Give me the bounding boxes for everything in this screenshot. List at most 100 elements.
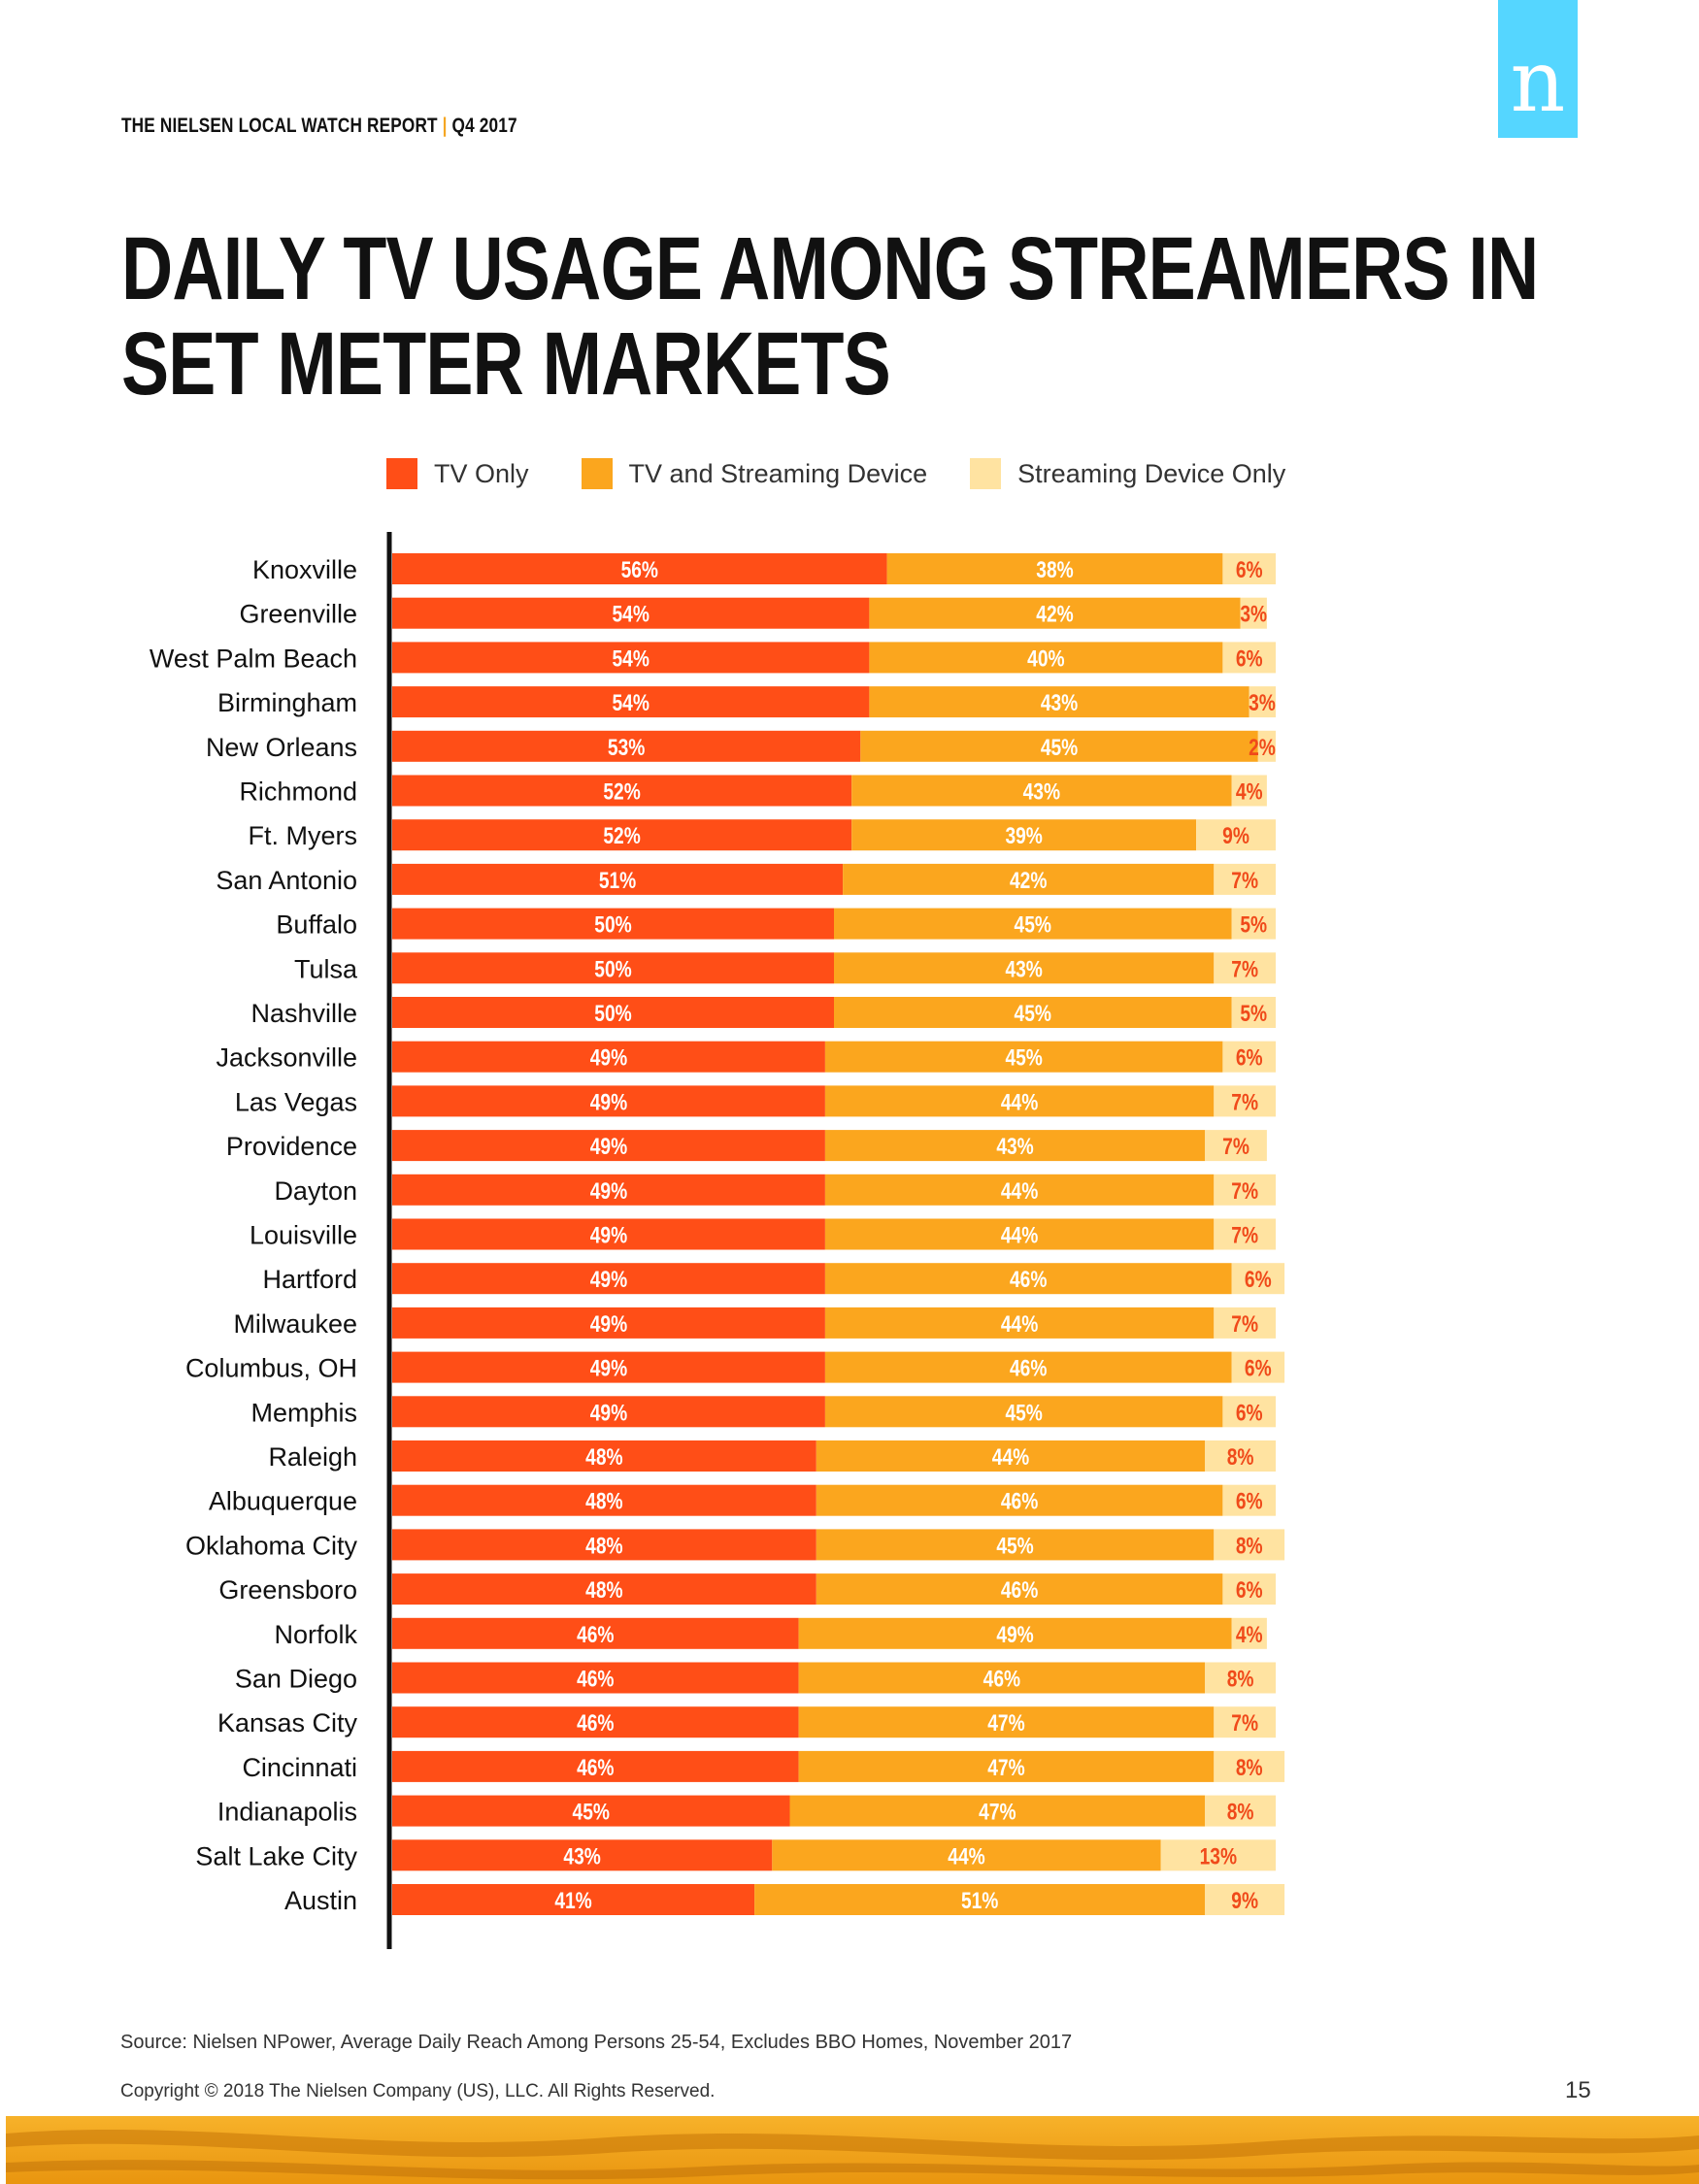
data-label: 44%: [1001, 1310, 1038, 1338]
data-label: 7%: [1222, 1133, 1249, 1160]
data-label: 49%: [590, 1044, 627, 1072]
bar-segment: [824, 1085, 1215, 1117]
bar-segment: [816, 1440, 1206, 1472]
data-label: 45%: [1005, 1044, 1042, 1072]
header-separator: |: [442, 115, 448, 137]
data-label: 6%: [1245, 1266, 1272, 1293]
data-label: 50%: [594, 1000, 631, 1027]
bar-segment: [1214, 1218, 1276, 1250]
category-label: Albuquerque: [209, 1487, 357, 1516]
bar-segment: [843, 863, 1215, 895]
data-label: 5%: [1240, 1000, 1267, 1027]
data-label: 49%: [590, 1221, 627, 1248]
category-label: Norfolk: [274, 1620, 357, 1649]
category-label: San Antonio: [216, 866, 357, 895]
bar-segment: [869, 686, 1249, 718]
data-label: 6%: [1236, 645, 1263, 672]
data-label: 46%: [1010, 1266, 1047, 1293]
legend-label-tv-and-streaming: TV and Streaming Device: [628, 458, 928, 488]
report-name: THE NIELSEN LOCAL WATCH REPORT: [121, 115, 438, 137]
data-label: 4%: [1236, 778, 1263, 805]
data-label: 6%: [1245, 1355, 1272, 1382]
bar-segment: [1222, 1396, 1276, 1428]
bar-segment: [392, 1839, 773, 1871]
bar-segment: [824, 1174, 1215, 1206]
data-label: 46%: [1001, 1576, 1038, 1604]
data-label: 7%: [1231, 1709, 1258, 1737]
legend-item-tv-and-streaming: TV and Streaming Device: [581, 458, 928, 489]
bar-segment: [1214, 1174, 1276, 1206]
category-label: West Palm Beach: [150, 644, 357, 673]
chart-legend: TV Only TV and Streaming Device Streamin…: [386, 458, 1330, 489]
bar-segment: [789, 1795, 1206, 1827]
category-label: Ft. Myers: [249, 821, 358, 850]
bar-segment: [1205, 1884, 1285, 1915]
data-label: 46%: [1001, 1488, 1038, 1515]
data-label: 43%: [563, 1842, 600, 1870]
bar-segment: [392, 1573, 816, 1605]
bar-segment: [1205, 1440, 1276, 1472]
category-label: San Diego: [235, 1665, 357, 1694]
bar-segment: [798, 1662, 1206, 1694]
bar-segment: [1222, 1041, 1276, 1073]
bar-segment: [798, 1706, 1215, 1738]
data-label: 2%: [1249, 734, 1276, 761]
bar-segment: [1222, 1573, 1276, 1605]
data-label: 49%: [590, 1399, 627, 1426]
bar-segment: [392, 642, 870, 674]
bar-segment: [851, 775, 1232, 807]
bar-segment: [1231, 1263, 1285, 1295]
category-label: Greensboro: [218, 1575, 357, 1605]
data-label: 46%: [577, 1754, 614, 1781]
data-label: 13%: [1200, 1842, 1237, 1870]
bar-segment: [1214, 863, 1276, 895]
bar-segment: [392, 775, 852, 807]
bar-segment: [392, 1174, 825, 1206]
source-note: Source: Nielsen NPower, Average Daily Re…: [120, 2032, 1073, 2053]
data-label: 44%: [948, 1842, 984, 1870]
legend-swatch-tv-only: [386, 458, 417, 489]
bar-segment: [798, 1617, 1232, 1649]
bar-segment: [1205, 1795, 1276, 1827]
data-label: 4%: [1236, 1621, 1263, 1648]
data-label: 52%: [603, 778, 640, 805]
bar-segment: [392, 1750, 799, 1782]
data-label: 7%: [1231, 867, 1258, 894]
bar-segment: [392, 1884, 755, 1915]
bar-segment: [1214, 1706, 1276, 1738]
data-label: 8%: [1236, 1754, 1263, 1781]
nielsen-logo: n: [1498, 0, 1578, 138]
data-label: 45%: [1015, 1000, 1051, 1027]
data-label: 46%: [577, 1665, 614, 1692]
data-label: 8%: [1227, 1799, 1254, 1826]
data-label: 43%: [996, 1133, 1033, 1160]
bar-segment: [1231, 997, 1276, 1028]
data-label: 49%: [590, 1310, 627, 1338]
report-period: Q4 2017: [451, 115, 517, 137]
data-label: 5%: [1240, 911, 1267, 939]
data-label: 50%: [594, 955, 631, 982]
bar-segment: [869, 597, 1241, 629]
bar-segment: [860, 730, 1258, 762]
bar-segment: [1240, 597, 1267, 629]
bar-segment: [869, 642, 1223, 674]
data-label: 46%: [983, 1665, 1020, 1692]
bar-segment: [824, 1041, 1223, 1073]
data-label: 41%: [554, 1887, 591, 1914]
bar-segment: [392, 863, 844, 895]
data-label: 50%: [594, 911, 631, 939]
category-label: Birmingham: [217, 688, 357, 717]
category-label: Richmond: [239, 778, 357, 807]
data-label: 39%: [1005, 822, 1042, 849]
category-label: Louisville: [250, 1221, 357, 1250]
data-label: 48%: [585, 1576, 622, 1604]
data-label: 6%: [1236, 1576, 1263, 1604]
data-label: 48%: [585, 1532, 622, 1559]
category-label: Indianapolis: [217, 1798, 357, 1827]
data-label: 8%: [1236, 1532, 1263, 1559]
category-label: Columbus, OH: [185, 1354, 357, 1383]
bar-segment: [392, 952, 834, 984]
footer-decorative-band: [6, 2116, 1699, 2184]
report-header: THE NIELSEN LOCAL WATCH REPORT | Q4 2017: [121, 115, 517, 138]
data-label: 46%: [577, 1709, 614, 1737]
